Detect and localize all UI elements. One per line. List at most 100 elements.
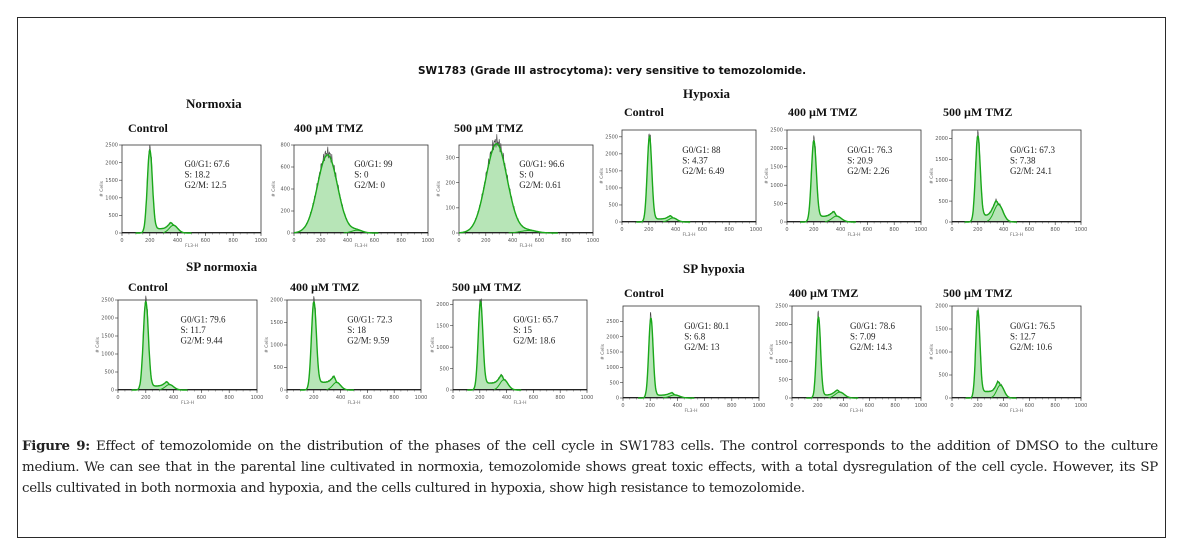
x-tick-label: 400 bbox=[999, 227, 1009, 233]
y-tick-label: 1500 bbox=[105, 178, 118, 184]
phase-stat-g2m: G2/M: 12.5 bbox=[185, 180, 228, 190]
y-tick-label: 1000 bbox=[105, 196, 118, 202]
y-axis-label: # Cells bbox=[764, 167, 770, 184]
y-tick-label: 500 bbox=[609, 380, 619, 386]
y-tick-label: 500 bbox=[108, 213, 118, 219]
y-tick-label: 0 bbox=[287, 231, 290, 237]
x-tick-label: 600 bbox=[698, 227, 708, 233]
phase-stat-s: S: 20.9 bbox=[847, 156, 873, 166]
x-tick-label: 800 bbox=[1050, 403, 1060, 409]
x-tick-label: 0 bbox=[457, 238, 460, 244]
phase-stat-s: S: 0 bbox=[519, 170, 534, 180]
x-tick-label: 800 bbox=[228, 238, 238, 244]
x-axis-label: FL3-H bbox=[181, 400, 194, 406]
x-tick-label: 400 bbox=[336, 395, 346, 401]
caption-text: Effect of temozolomide on the distributi… bbox=[22, 439, 1158, 496]
plot-frame bbox=[786, 129, 922, 223]
phase-stat-g2m: G2/M: 18.6 bbox=[513, 336, 556, 346]
y-tick-label: 2000 bbox=[101, 316, 114, 322]
y-tick-label: 500 bbox=[938, 199, 948, 205]
x-tick-label: 800 bbox=[724, 227, 734, 233]
histogram-normoxia-500: 0 100 200 300 0 200 400 600 800 1000 FL3-H # Cells G… bbox=[436, 134, 599, 249]
phase-stat-g2m: G2/M: 24.1 bbox=[1010, 166, 1052, 176]
phase-stat-g0g1: G0/G1: 99 bbox=[354, 159, 393, 169]
y-tick-label: 1500 bbox=[101, 334, 114, 340]
histogram-sp-hypoxia-control: 0 500 1000 1500 2000 2500 0 200 400 600 800 1000 FL3… bbox=[600, 305, 765, 414]
x-tick-label: 0 bbox=[285, 395, 288, 401]
x-tick-label: 0 bbox=[120, 238, 123, 244]
g2m-peak-line bbox=[162, 224, 184, 234]
phase-stat-s: S: 18.2 bbox=[185, 170, 211, 180]
panel-title: 500 µM TMZ bbox=[943, 286, 1013, 300]
histogram-normoxia-400: 0 200 400 600 800 0 200 400 600 800 1000 FL3-H # Cel… bbox=[271, 143, 434, 249]
y-axis-label: # Cells bbox=[95, 336, 101, 353]
y-tick-label: 1500 bbox=[436, 323, 449, 329]
y-tick-label: 2000 bbox=[105, 160, 118, 166]
g2m-peak-line bbox=[158, 384, 180, 391]
y-tick-label: 2000 bbox=[270, 298, 283, 304]
group-title-sp-hypoxia: SP hypoxia bbox=[683, 261, 745, 276]
plot-frame bbox=[791, 305, 922, 399]
x-axis-label: FL3-H bbox=[683, 232, 696, 238]
x-tick-label: 800 bbox=[890, 403, 900, 409]
g2m-peak-line bbox=[493, 379, 515, 390]
histogram-sp-hypoxia-500: 0 500 1000 1500 2000 0 200 400 600 800 1000 FL3-H # … bbox=[929, 304, 1088, 414]
panel-title: Control bbox=[624, 286, 664, 300]
raw-histogram-line bbox=[135, 144, 192, 234]
y-tick-label: 1500 bbox=[605, 169, 618, 175]
g2m-peak-line bbox=[824, 215, 849, 223]
phase-stat-g2m: G2/M: 0.61 bbox=[519, 180, 561, 190]
g0g1-fill-area bbox=[806, 317, 859, 398]
caption-label: Figure 9: bbox=[22, 438, 90, 454]
y-tick-label: 1000 bbox=[436, 345, 449, 351]
g2m-peak-line bbox=[326, 381, 347, 391]
y-tick-label: 0 bbox=[446, 388, 449, 394]
y-tick-label: 500 bbox=[778, 377, 788, 383]
histogram-hypoxia-control: 0 500 1000 1500 2000 2500 0 200 400 600 800 1000 FL3… bbox=[599, 129, 762, 238]
y-axis-label: # Cells bbox=[264, 336, 270, 353]
y-tick-label: 2000 bbox=[605, 152, 618, 158]
g0g1-fill-area bbox=[131, 301, 188, 390]
phase-stat-g0g1: G0/G1: 88 bbox=[682, 145, 721, 155]
g0g1-fill-area bbox=[300, 302, 354, 390]
x-axis-label: FL3-H bbox=[848, 232, 861, 238]
x-tick-label: 0 bbox=[950, 227, 953, 233]
y-axis-label: # Cells bbox=[599, 167, 605, 184]
y-tick-label: 0 bbox=[945, 396, 948, 402]
fit-curve-line bbox=[300, 301, 354, 391]
x-tick-label: 200 bbox=[644, 227, 654, 233]
g2m-peak-line bbox=[343, 229, 371, 234]
fit-curve-line bbox=[135, 148, 192, 234]
phase-stat-g0g1: G0/G1: 65.7 bbox=[513, 315, 559, 325]
y-tick-label: 2500 bbox=[606, 319, 619, 325]
x-tick-label: 1000 bbox=[1075, 403, 1088, 409]
y-tick-label: 2000 bbox=[606, 334, 619, 340]
x-tick-label: 0 bbox=[790, 403, 793, 409]
g0g1-fill-area bbox=[965, 310, 1017, 398]
phase-stat-g0g1: G0/G1: 80.1 bbox=[684, 321, 729, 331]
y-tick-label: 500 bbox=[938, 373, 948, 379]
x-tick-label: 1000 bbox=[1075, 227, 1088, 233]
phase-stat-g2m: G2/M: 2.26 bbox=[847, 166, 890, 176]
plot-frame bbox=[951, 305, 1082, 399]
plot-frame bbox=[621, 129, 757, 223]
g2m-peak-line bbox=[508, 230, 549, 234]
phase-stat-g0g1: G0/G1: 79.6 bbox=[181, 315, 227, 325]
y-tick-label: 0 bbox=[111, 388, 114, 394]
x-tick-label: 200 bbox=[481, 238, 491, 244]
y-tick-label: 1000 bbox=[606, 365, 619, 371]
x-tick-label: 400 bbox=[836, 227, 846, 233]
g2m-peak-line bbox=[662, 217, 683, 223]
y-tick-label: 400 bbox=[280, 187, 290, 193]
x-tick-label: 200 bbox=[475, 395, 485, 401]
y-tick-label: 500 bbox=[273, 365, 283, 371]
x-axis-label: FL3-H bbox=[685, 408, 698, 414]
x-axis-label: FL3-H bbox=[355, 243, 368, 249]
phase-stat-g0g1: G0/G1: 76.3 bbox=[847, 145, 893, 155]
y-tick-label: 1500 bbox=[270, 320, 283, 326]
histogram-sp-normoxia-400: 0 500 1000 1500 2000 0 200 400 600 800 1000 FL3-H # … bbox=[264, 296, 427, 406]
phase-stat-s: S: 12.7 bbox=[1010, 332, 1036, 342]
y-axis-label: # Cells bbox=[600, 343, 606, 360]
y-tick-label: 1500 bbox=[606, 350, 619, 356]
phase-stat-s: S: 7.09 bbox=[850, 332, 876, 342]
